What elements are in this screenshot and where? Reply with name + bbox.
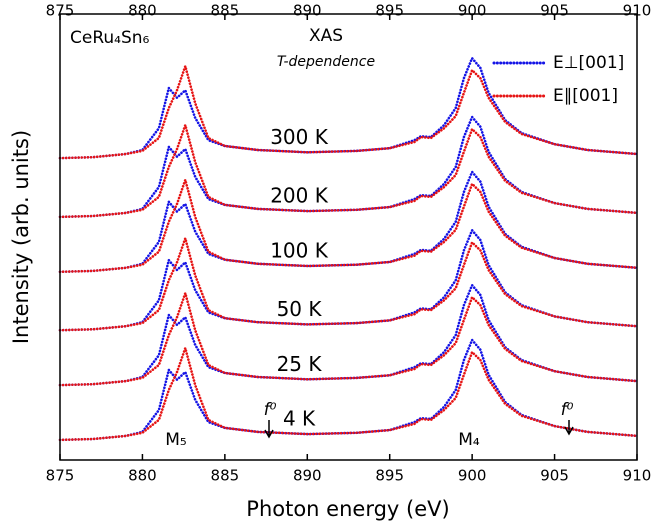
f0-label: f⁰ <box>561 400 574 420</box>
plot-frame <box>59 13 638 461</box>
spectrum <box>58 233 639 332</box>
x-tick-label: 875 <box>46 467 75 485</box>
curve-label: 200 K <box>270 184 329 208</box>
y-axis-label: Intensity (arb. units) <box>9 130 33 344</box>
spectrum <box>58 175 639 274</box>
spectrum <box>58 55 639 160</box>
x-tick-label: 880 <box>128 2 157 20</box>
x-tick-label: 900 <box>458 2 487 20</box>
curve-label: 25 K <box>277 352 323 376</box>
x-tick-label: 910 <box>623 2 652 20</box>
spectrum <box>58 227 639 332</box>
x-tick-label: 900 <box>458 467 487 485</box>
x-tick-label: 910 <box>623 467 652 485</box>
x-tick-label: 890 <box>293 467 322 485</box>
x-axis-label: Photon energy (eV) <box>246 497 449 521</box>
curve-label: 50 K <box>277 297 323 321</box>
x-tick-label: 895 <box>375 2 404 20</box>
x-tick-label: 875 <box>46 2 75 20</box>
x-tick-label: 905 <box>540 2 569 20</box>
spectrum <box>58 337 639 442</box>
f0-label: f⁰ <box>264 400 277 420</box>
spectrum <box>58 169 639 274</box>
x-tick-label: 895 <box>375 467 404 485</box>
spectrum <box>58 288 639 387</box>
spectrum <box>58 343 639 442</box>
edge-label: M₅ <box>165 430 186 450</box>
curve-label: 4 K <box>283 407 316 431</box>
edge-label: M₄ <box>458 430 480 450</box>
x-tick-label: 880 <box>128 467 157 485</box>
spectrum <box>58 114 639 219</box>
spectrum <box>58 282 639 387</box>
spectrum <box>58 61 639 160</box>
method-label: XAS <box>309 26 343 46</box>
x-tick-label: 890 <box>293 2 322 20</box>
x-tick-label: 905 <box>540 467 569 485</box>
legend-label: E⊥[001] <box>553 53 624 73</box>
curve-label: 100 K <box>270 238 329 262</box>
spectrum <box>58 120 639 219</box>
plot-area <box>58 55 639 442</box>
arrow <box>264 420 274 439</box>
sample-label: CeRu₄Sn₆ <box>70 28 150 48</box>
subtitle: T-dependence <box>277 54 375 70</box>
arrow <box>564 420 574 436</box>
x-tick-label: 885 <box>211 467 240 485</box>
x-tick-label: 885 <box>211 2 240 20</box>
legend-label: E∥[001] <box>553 86 618 106</box>
curve-label: 300 K <box>270 125 329 149</box>
